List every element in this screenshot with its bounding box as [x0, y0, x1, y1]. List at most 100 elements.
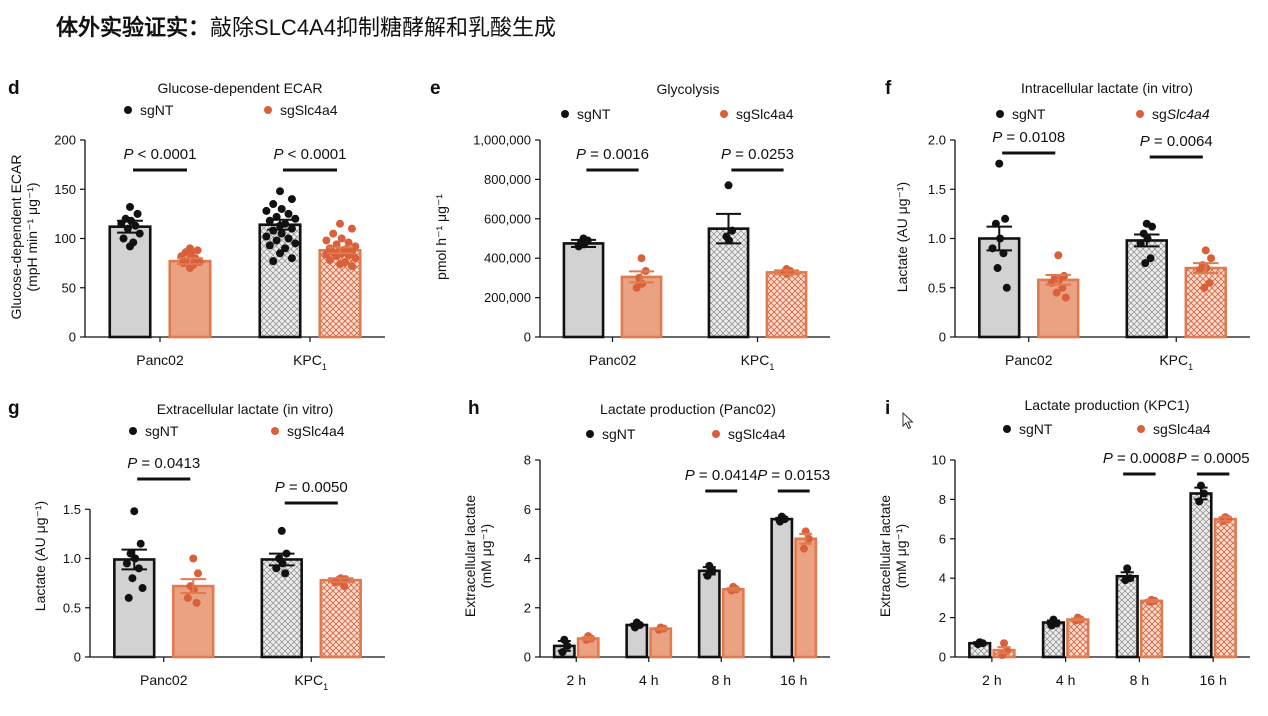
y-axis-label: Extracellular lactate (mM μg⁻¹) — [462, 495, 494, 617]
data-point — [122, 559, 131, 568]
data-point — [1052, 288, 1061, 297]
y-tick-label: 800,000 — [484, 172, 531, 187]
bar-sgnt — [1115, 574, 1139, 659]
data-point — [291, 214, 300, 223]
x-tick-label: Panc02 — [1005, 352, 1053, 368]
y-tick-label: 0.5 — [63, 600, 81, 615]
data-point — [291, 239, 300, 248]
data-point — [265, 241, 274, 250]
page-title-bold: 体外实验证实： — [56, 15, 211, 40]
legend-label-sgnt: sgNT — [1012, 106, 1046, 122]
panel-d: d Glucose-dependent ECAR sgNT sgSlc4a4 0 50 10… — [8, 78, 385, 372]
mouse-cursor-icon — [902, 412, 914, 430]
bar-sgnt — [562, 242, 605, 339]
legend-marker-sgslc4a4 — [1136, 110, 1144, 118]
bar-sgnt — [1189, 492, 1213, 659]
y-tick-label: 50 — [62, 280, 76, 295]
p-value-label: P = 0.0153 — [757, 467, 830, 484]
data-point — [1123, 564, 1132, 573]
page-title: 体外实验证实：敲除SLC4A4抑制糖酵解和乳酸生成 — [56, 10, 556, 42]
x-tick-label: 4 h — [1056, 672, 1075, 688]
legend-marker-sgnt — [124, 106, 132, 114]
legend-marker-sgslc4a4 — [712, 430, 720, 438]
bar-sgnt — [978, 237, 1021, 339]
chart-title: Glucose-dependent ECAR — [158, 80, 323, 96]
y-axis-label-line: Extracellular lactate — [877, 495, 893, 617]
data-point — [194, 569, 203, 578]
legend-label-sgnt: sgNT — [602, 426, 636, 442]
page-title-rest: 敲除SLC4A4抑制糖酵解和乳酸生成 — [210, 15, 556, 40]
y-tick-label: 200,000 — [484, 290, 531, 305]
data-point — [133, 209, 142, 218]
y-axis-label: Glucose-dependent ECAR (mpH min⁻¹ μg⁻¹) — [8, 155, 40, 320]
data-point — [1001, 214, 1010, 223]
bar-sgslc4a4 — [168, 259, 212, 339]
data-point — [126, 242, 134, 251]
data-point — [119, 234, 128, 243]
chart-title: Glycolysis — [656, 81, 719, 97]
panel-e: e Glycolysis sgNT sgSlc4a4 0 200,000 400,000 60… — [430, 78, 830, 372]
bar-sgslc4a4 — [721, 587, 745, 659]
panel-letter: e — [430, 78, 441, 99]
y-tick-label: 6 — [939, 531, 946, 546]
y-tick-label: 400,000 — [484, 251, 531, 266]
data-point — [1146, 254, 1155, 263]
x-tick-label: 16 h — [780, 672, 807, 688]
x-tick-label: KPC1 — [1159, 352, 1193, 372]
data-point — [558, 648, 567, 657]
data-point — [993, 264, 1002, 273]
panel-g: g Extracellular lactate (in vitro) sgNT sgS… — [8, 398, 385, 692]
y-axis-label-line: Glucose-dependent ECAR — [8, 155, 24, 320]
legend-label-sgslc4a4: sgSlc4a4 — [280, 102, 338, 118]
chart-title: Intracellular lactate (in vitro) — [1021, 80, 1193, 96]
bar-sgslc4a4 — [1184, 266, 1227, 339]
data-point — [336, 260, 344, 269]
data-point — [277, 204, 286, 213]
bar-sgslc4a4 — [1213, 517, 1237, 659]
p-value-label: P = 0.0108 — [992, 129, 1065, 146]
legend-marker-sgnt — [586, 430, 594, 438]
legend-label-sgslc4a4: sgSlc4a4 — [728, 426, 786, 442]
bar-sgnt — [260, 558, 303, 659]
data-point — [277, 526, 286, 535]
y-tick-label: 0 — [939, 650, 946, 665]
y-axis-label-line: Lactate (AU μg⁻¹) — [894, 182, 910, 292]
data-point — [340, 582, 349, 591]
legend-marker-sgslc4a4 — [720, 110, 728, 118]
y-tick-label: 0 — [69, 330, 76, 345]
legend-label-sgnt: sgNT — [1019, 421, 1053, 437]
legend-label-sgnt: sgNT — [140, 102, 174, 118]
data-point — [1148, 222, 1157, 231]
data-point — [329, 229, 338, 238]
legend-marker-sgnt — [129, 427, 137, 435]
legend-marker-sgslc4a4 — [1137, 425, 1145, 433]
data-point — [1200, 283, 1209, 292]
bar-sgnt — [707, 227, 750, 339]
y-tick-label: 1.5 — [928, 182, 946, 197]
y-tick-label: 2 — [939, 610, 946, 625]
chart-title: Lactate production (KPC1) — [1025, 397, 1190, 413]
data-point — [563, 641, 572, 650]
data-point — [995, 159, 1004, 168]
x-tick-label: 4 h — [639, 672, 658, 688]
data-point — [1207, 254, 1216, 263]
p-value-label: P = 0.0253 — [721, 146, 794, 163]
y-axis-label-line: (mM μg⁻¹) — [893, 524, 909, 588]
panel-h: h Lactate production (Panc02) sgNT sgSlc4a4… — [462, 398, 830, 688]
bar-sgslc4a4 — [1139, 599, 1164, 659]
legend-label-sgslc4a4: sgSlc4a4 — [287, 423, 345, 439]
data-point — [347, 262, 356, 271]
data-point — [193, 246, 202, 255]
data-point — [804, 534, 813, 543]
legend-label-sgnt: sgNT — [145, 423, 179, 439]
x-tick-label: KPC1 — [293, 352, 327, 372]
data-point — [272, 236, 281, 245]
legend-label-sgnt: sgNT — [577, 106, 611, 122]
bar-sgnt — [1125, 239, 1168, 339]
y-axis-label-line: (mpH min⁻¹ μg⁻¹) — [24, 182, 40, 291]
y-axis-label-line: (mM μg⁻¹) — [478, 524, 494, 588]
y-tick-label: 0.5 — [928, 280, 946, 295]
y-axis-label-line: Lactate (AU μg⁻¹) — [32, 501, 48, 611]
x-tick-label: Panc02 — [140, 672, 188, 688]
